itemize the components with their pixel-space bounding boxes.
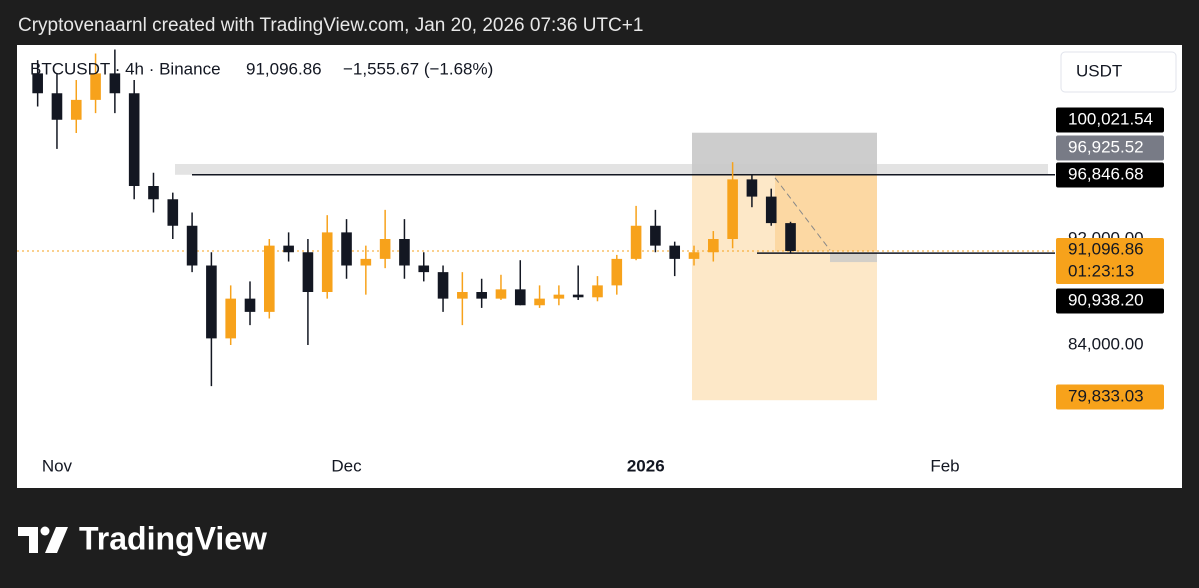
logo-mark	[40, 526, 50, 536]
small-zone	[830, 253, 877, 263]
x-tick-label: Dec	[331, 456, 362, 475]
price-label: 100,021.54	[1068, 109, 1153, 128]
candle-body	[746, 179, 758, 197]
candle-body	[206, 265, 217, 339]
projection	[774, 177, 831, 251]
candle-body	[128, 93, 140, 187]
price-label: 96,925.52	[1068, 137, 1144, 156]
candle-body	[302, 252, 314, 293]
candle-body	[51, 93, 63, 120]
candle-body	[321, 232, 333, 293]
symbol: BTCUSDT · 4h · Binance	[30, 59, 221, 78]
price-label-bg	[1056, 384, 1164, 410]
logo	[18, 526, 68, 553]
candle-body	[476, 292, 487, 299]
candle-body	[225, 298, 237, 339]
price-label: 90,938.20	[1068, 290, 1144, 309]
candle-body	[592, 285, 603, 298]
price-label-bg	[1056, 135, 1164, 161]
candle-body	[418, 265, 430, 273]
candle-body	[495, 289, 507, 299]
price-label-bg	[1056, 288, 1164, 314]
candle-body	[514, 289, 526, 306]
logo-mark	[18, 527, 38, 553]
candle-body	[379, 239, 391, 259]
candle-body	[457, 292, 468, 299]
change: −1,555.67 (−1.68%)	[343, 59, 493, 78]
candle-body	[785, 223, 796, 251]
target-zone	[692, 132, 877, 175]
candle-body	[70, 99, 82, 120]
candle-body	[553, 294, 565, 299]
candle-body	[341, 232, 352, 266]
candle-body	[437, 272, 449, 299]
footer-logo-text: TradingView	[79, 520, 267, 556]
candle-body	[534, 298, 545, 306]
candle-body	[186, 225, 198, 266]
candle-body	[167, 199, 179, 226]
candle-body	[630, 225, 642, 259]
candle-body	[90, 73, 101, 100]
price-label-bg	[1056, 107, 1164, 133]
logo-mark	[45, 527, 68, 553]
candle-body	[611, 258, 623, 286]
candle-body	[765, 196, 777, 224]
price-label-bg	[1056, 238, 1164, 284]
price-label: 96,846.68	[1068, 164, 1144, 183]
x-tick-label: 2026	[627, 456, 665, 475]
candle-body	[109, 73, 121, 94]
candle-body	[148, 186, 159, 200]
candle-body	[572, 294, 584, 298]
price-label-bg	[1056, 162, 1164, 188]
countdown: 01:23:13	[1068, 261, 1134, 280]
candle-body	[244, 298, 256, 312]
header: Cryptovenaarnl created with TradingView.…	[18, 15, 643, 36]
candle-body	[264, 245, 275, 312]
candle-body	[727, 179, 738, 240]
y-tick-label: 84,000.00	[1068, 334, 1144, 353]
last-price: 91,096.86	[246, 59, 322, 78]
candle-body	[399, 239, 410, 266]
candle-body	[669, 245, 681, 259]
candle-body	[688, 252, 700, 259]
candle-body	[32, 73, 43, 94]
price-label: 91,096.86	[1068, 239, 1144, 258]
resistance-zone	[175, 164, 1048, 175]
candle-body	[708, 239, 719, 253]
x-tick-label: Nov	[42, 456, 73, 475]
candle-body	[360, 258, 372, 266]
x-tick-label: Feb	[930, 456, 959, 475]
currency: USDT	[1076, 61, 1122, 80]
candle-body	[283, 245, 294, 253]
candle-body	[650, 225, 661, 246]
currency-box[interactable]	[1060, 51, 1177, 93]
price-label: 79,833.03	[1068, 386, 1144, 405]
